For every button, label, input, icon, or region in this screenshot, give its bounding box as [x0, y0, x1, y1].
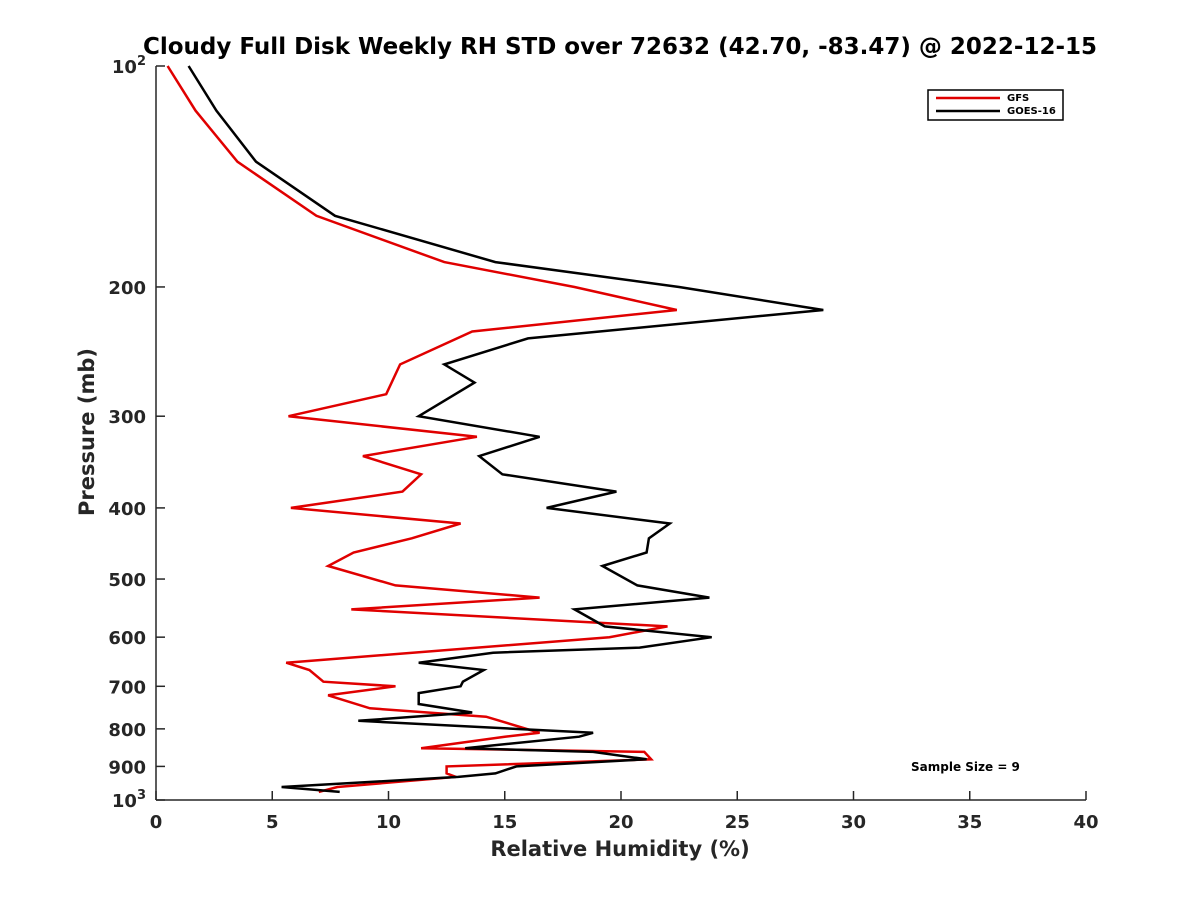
- y-tick-label: 600: [108, 628, 146, 649]
- y-tick-label: 103: [112, 788, 146, 812]
- x-tick-label: 0: [150, 812, 163, 833]
- x-tick-label: 5: [266, 812, 279, 833]
- x-tick-label: 30: [841, 812, 866, 833]
- x-tick-label: 35: [957, 812, 982, 833]
- y-tick-label: 400: [108, 499, 146, 520]
- x-axis-ticks: 0 5 10 15 20 25 30 35 40: [150, 791, 1099, 833]
- y-axis-label: Pressure (mb): [75, 348, 99, 516]
- chart-title: Cloudy Full Disk Weekly RH STD over 7263…: [143, 34, 1097, 60]
- sample-size-annotation: Sample Size = 9: [911, 760, 1020, 774]
- x-tick-label: 25: [725, 812, 750, 833]
- y-tick-label: 900: [108, 757, 146, 778]
- axes-frame: [155, 66, 1086, 801]
- legend-box: [927, 89, 1064, 121]
- y-tick-label: 300: [108, 407, 146, 428]
- y-tick-label: 200: [108, 278, 146, 299]
- y-tick-label: 102: [112, 54, 146, 78]
- x-tick-label: 15: [492, 812, 517, 833]
- y-tick-label: 700: [108, 677, 146, 698]
- series-line-gfs: [166, 65, 678, 794]
- x-tick-label: 40: [1073, 812, 1098, 833]
- series-layer: [166, 65, 824, 794]
- legend-label-goes16: GOES-16: [1007, 106, 1056, 117]
- x-tick-label: 20: [608, 812, 633, 833]
- legend-label-gfs: GFS: [1007, 93, 1029, 104]
- y-axis-ticks: 102 200 300 400 500 600 700 800 900 103: [108, 54, 165, 812]
- y-tick-label: 500: [108, 570, 146, 591]
- x-axis-label: Relative Humidity (%): [490, 837, 749, 861]
- y-tick-label: 800: [108, 720, 146, 741]
- x-tick-label: 10: [376, 812, 401, 833]
- series-line-goes16: [187, 65, 824, 794]
- legend: GFS GOES-16: [927, 89, 1064, 121]
